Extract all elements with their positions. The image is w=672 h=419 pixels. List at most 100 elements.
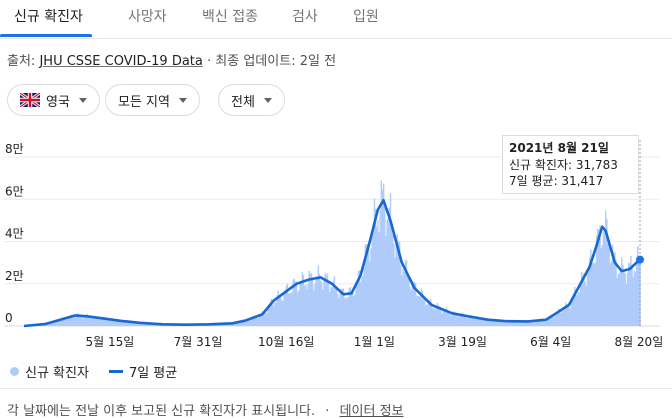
daily-case-bar (89, 317, 92, 326)
daily-case-bar (583, 273, 585, 326)
tab-hospitalizations[interactable]: 입원 (353, 9, 379, 25)
daily-case-bar (363, 268, 365, 326)
daily-case-bar (379, 209, 381, 326)
tab-new-cases[interactable]: 신규 확진자 (14, 9, 83, 25)
daily-case-bar (121, 322, 124, 326)
daily-case-bar (81, 318, 84, 326)
daily-case-bar (260, 314, 262, 326)
region-dropdown[interactable]: 모든 지역 (105, 84, 200, 116)
daily-case-bar (419, 296, 421, 326)
daily-case-bar (411, 280, 413, 326)
daily-case-bar (472, 318, 474, 326)
daily-case-bar (144, 323, 147, 326)
daily-case-bar (283, 292, 285, 326)
period-dropdown[interactable]: 전체 (218, 84, 285, 116)
daily-case-bar (100, 318, 102, 326)
daily-case-bar (418, 296, 420, 326)
daily-case-bar (282, 301, 284, 326)
daily-case-bar (481, 320, 483, 326)
daily-case-bar (595, 235, 598, 326)
tab-tests[interactable]: 검사 (292, 9, 318, 25)
daily-case-bar (285, 285, 288, 326)
daily-case-bar (507, 321, 510, 326)
daily-case-bar (362, 275, 364, 326)
daily-case-bar (587, 268, 590, 326)
daily-case-bar (473, 318, 475, 326)
daily-case-bar (515, 321, 518, 326)
daily-case-bar (349, 286, 352, 326)
daily-case-bar (571, 296, 574, 326)
country-dropdown[interactable]: 영국 (7, 84, 100, 116)
daily-case-bar (451, 313, 454, 326)
daily-case-bar (412, 282, 415, 326)
country-label: 영국 (46, 94, 70, 110)
daily-case-bar (330, 286, 332, 326)
daily-case-bar (71, 315, 73, 326)
footer-text: 각 날짜에는 전날 이후 보고된 신규 확진자가 표시됩니다. (7, 404, 316, 419)
daily-case-bar (594, 262, 597, 326)
daily-case-bar (116, 320, 118, 326)
daily-case-bar (439, 306, 441, 326)
daily-case-bar (463, 315, 465, 326)
daily-case-bar (432, 308, 434, 326)
daily-case-bar (513, 322, 515, 326)
daily-case-bar (398, 242, 401, 326)
daily-case-bar (329, 292, 331, 326)
daily-case-bar (577, 291, 579, 326)
daily-case-bar (431, 302, 433, 326)
daily-case-bar (276, 294, 278, 326)
daily-case-bar (510, 320, 512, 326)
daily-case-bar (602, 231, 605, 326)
daily-case-bar (80, 316, 83, 326)
daily-case-bar (335, 288, 338, 326)
daily-case-bar (464, 316, 466, 326)
daily-case-bar (77, 313, 79, 326)
daily-case-bar (425, 305, 427, 326)
daily-case-bar (638, 256, 640, 326)
daily-case-bar (124, 320, 126, 326)
daily-case-bar (234, 323, 236, 326)
daily-case-bar (566, 304, 568, 326)
daily-case-bar (400, 265, 402, 326)
daily-case-bar (416, 295, 418, 326)
daily-case-bar (569, 308, 571, 326)
daily-case-bar (361, 277, 363, 326)
daily-case-bar (393, 243, 395, 326)
daily-case-bar (455, 312, 457, 326)
daily-case-bar (342, 288, 345, 326)
daily-case-bar (245, 318, 247, 326)
daily-case-bar (605, 210, 607, 326)
daily-case-bar (608, 247, 610, 326)
daily-case-bar (52, 321, 54, 326)
daily-case-bar (575, 292, 577, 326)
daily-case-bar (357, 270, 360, 326)
daily-case-bar (622, 264, 624, 326)
highlight-point[interactable] (636, 255, 644, 264)
daily-case-bar (532, 319, 535, 326)
data-info-link[interactable]: 데이터 정보 (339, 404, 404, 419)
daily-case-bar (261, 311, 263, 326)
x-axis-labels: 5월 15일 7월 31일 10월 16일 1월 1일 3월 19일 6월 4일 8월 20… (85, 335, 663, 349)
daily-case-bar (611, 244, 614, 326)
daily-case-bar (429, 298, 432, 326)
tab-deaths[interactable]: 사망자 (128, 9, 167, 25)
daily-case-bar (483, 318, 486, 326)
source-link[interactable]: JHU CSSE COVID-19 Data (39, 54, 203, 69)
daily-case-bar (387, 218, 389, 326)
daily-case-bar (339, 290, 341, 326)
tab-vaccinations[interactable]: 백신 접종 (202, 9, 258, 25)
daily-case-bar (258, 316, 260, 326)
daily-case-bar (269, 302, 271, 326)
daily-case-bar (69, 316, 71, 326)
daily-case-bar (298, 290, 300, 326)
daily-case-bar (609, 263, 612, 326)
daily-case-bar (504, 321, 506, 326)
daily-case-bar (403, 272, 405, 326)
daily-case-bar (597, 228, 599, 326)
daily-case-bar (254, 315, 257, 326)
daily-case-bar (610, 260, 613, 326)
daily-case-bar (137, 323, 140, 326)
daily-case-bar (63, 318, 65, 326)
cases-chart[interactable]: 0 2만 4만 6만 8만 5월 15일 7월 31일 10월 16일 1월 1일 3월 19일… (0, 120, 672, 355)
daily-case-bar (129, 322, 132, 326)
